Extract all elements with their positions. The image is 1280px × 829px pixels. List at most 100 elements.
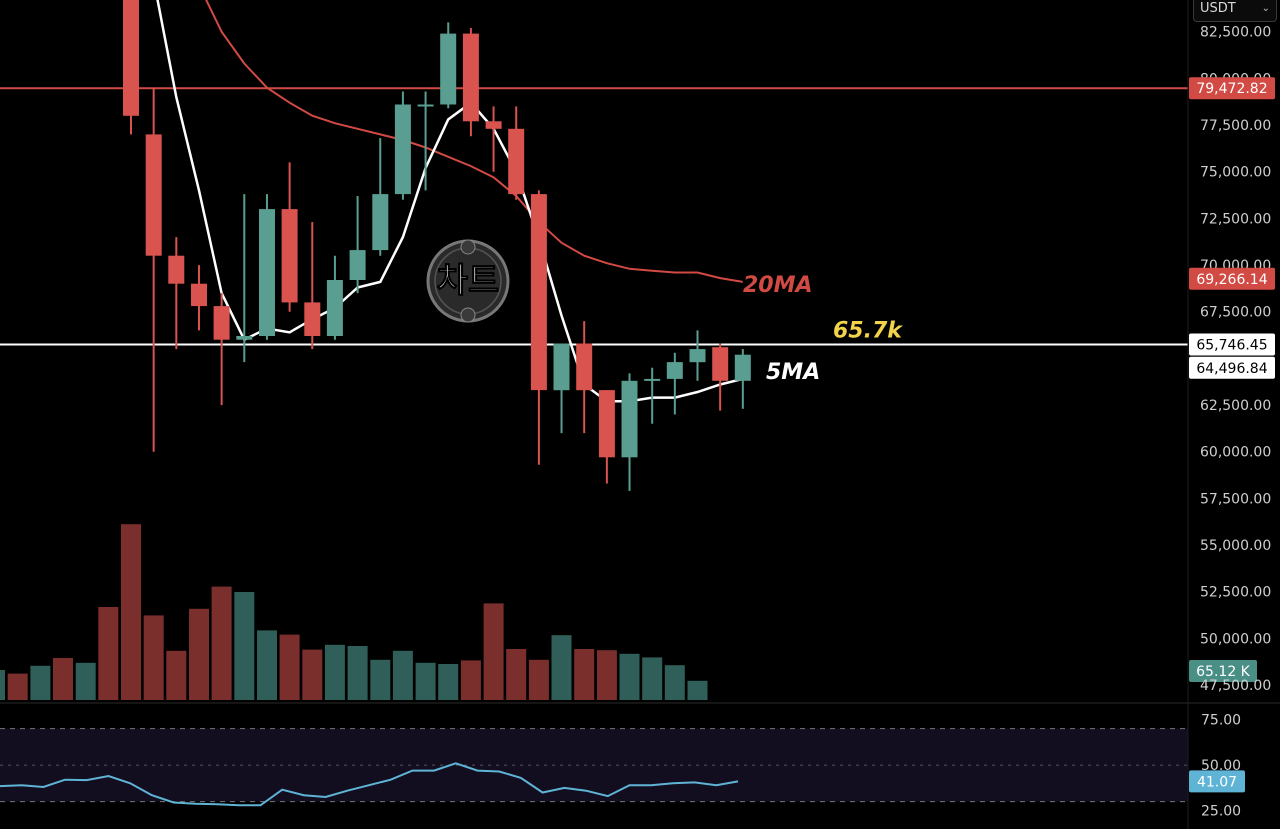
candle-body — [168, 255, 185, 284]
candle — [440, 22, 457, 109]
volume-bars: 65.12 K — [0, 524, 1257, 700]
volume-bar — [506, 649, 527, 700]
candle — [213, 293, 230, 406]
price-tick-label: 50,000.00 — [1200, 631, 1271, 647]
volume-bar — [664, 665, 685, 700]
candle-body — [689, 349, 706, 363]
chevron-down-icon: ⌄ — [1261, 2, 1270, 14]
price-tag: 64,496.84 — [1189, 356, 1275, 379]
currency-label: USDT — [1200, 0, 1236, 16]
candle-body — [734, 354, 751, 381]
volume-bar — [0, 670, 5, 700]
candle — [462, 28, 479, 137]
volume-bar — [438, 664, 459, 700]
volume-value-tag: 65.12 K — [1189, 660, 1257, 682]
candle-body — [394, 104, 411, 195]
volume-bar — [642, 657, 663, 700]
candle-body — [349, 250, 366, 280]
rsi-line — [0, 762, 739, 807]
price-tick-label: 47,500.00 — [1200, 678, 1271, 694]
ma20-label: 20MA — [743, 273, 813, 298]
price-axis: 82,500.0080,000.0077,500.0075,000.0072,5… — [1187, 0, 1271, 829]
candle — [689, 330, 706, 381]
volume-bar — [98, 607, 119, 700]
price-tag-bg — [1189, 267, 1275, 290]
annotations: 65.7k 20MA 5MA — [743, 273, 903, 385]
candle-body — [485, 121, 502, 129]
watermark-text: 차트 — [437, 261, 500, 301]
price-tick-label: 67,500.00 — [1200, 305, 1271, 321]
volume-bar — [189, 608, 209, 700]
price-tag: 65,746.45 — [1189, 333, 1275, 356]
volume-bar — [211, 586, 232, 700]
price-tags: 79,472.82 69,266.14 65,746.45 64,496.84 — [1189, 77, 1275, 379]
candle-body — [417, 104, 434, 107]
ma5-line — [156, 0, 744, 403]
candle-body — [281, 209, 298, 303]
volume-bar — [574, 649, 595, 700]
candle-body — [191, 283, 207, 307]
candle — [349, 196, 366, 294]
candle — [734, 349, 751, 409]
candle-body — [576, 343, 593, 391]
volume-bar — [619, 653, 640, 700]
candle — [417, 91, 434, 191]
candle-body — [553, 343, 570, 391]
volume-bar — [551, 635, 572, 700]
candle-body — [598, 390, 615, 458]
candle-body — [508, 128, 525, 195]
price-tag-label: 65,746.45 — [1196, 337, 1267, 353]
volume-bar — [143, 615, 164, 700]
horizontal-lines — [0, 87, 1188, 346]
ma5-label: 5MA — [766, 360, 820, 385]
volume-bar — [234, 592, 255, 700]
candle-body — [326, 280, 343, 336]
price-tag-bg — [1189, 333, 1275, 356]
volume-bar — [7, 673, 28, 700]
price-tick-label: 72,500.00 — [1200, 211, 1271, 227]
candle — [326, 255, 343, 340]
price-tag-label: 64,496.84 — [1196, 361, 1267, 377]
price-tag-label: 69,266.14 — [1196, 272, 1267, 288]
candle — [304, 222, 321, 350]
volume-bar — [121, 524, 141, 700]
candle-body — [372, 194, 389, 251]
moving-averages — [156, 0, 744, 403]
rsi-tag-label: 41.07 — [1197, 774, 1237, 790]
price-tag: 79,472.82 — [1189, 77, 1275, 100]
rsi-tick-label: 50.00 — [1201, 758, 1241, 774]
price-tick-label: 57,500.00 — [1200, 491, 1271, 507]
support-level-annotation: 65.7k — [833, 318, 903, 343]
candle — [666, 352, 683, 415]
price-tick-label: 77,500.00 — [1200, 118, 1271, 134]
volume-tag-label: 65.12 K — [1196, 664, 1251, 680]
volume-bar — [460, 660, 481, 700]
candle — [598, 390, 615, 484]
candle-body — [123, 0, 139, 116]
volume-bar — [596, 650, 617, 700]
candle — [553, 343, 570, 434]
candle-body — [462, 33, 479, 122]
candle-body — [440, 33, 457, 105]
candle — [485, 106, 502, 172]
candle — [191, 265, 207, 331]
price-tick-label: 60,000.00 — [1200, 445, 1271, 461]
volume-bar — [257, 630, 277, 700]
price-tick-label: 52,500.00 — [1200, 585, 1271, 601]
volume-bar — [166, 650, 187, 700]
currency-select[interactable]: USDT ⌄ — [1193, 0, 1277, 22]
candle — [145, 87, 162, 452]
rsi-tag-bg — [1189, 770, 1245, 793]
volume-bar — [324, 644, 345, 700]
price-tick-label: 55,000.00 — [1200, 538, 1271, 554]
price-tick-label: 62,500.00 — [1200, 398, 1271, 414]
volume-bar — [75, 662, 96, 700]
candle — [394, 91, 411, 200]
watermark-logo: 차트 — [426, 239, 510, 323]
price-tick-label: 75,000.00 — [1200, 165, 1271, 181]
volume-bar — [392, 650, 413, 700]
volume-bar — [528, 659, 549, 700]
candle — [259, 194, 275, 340]
volume-bar — [302, 649, 323, 700]
